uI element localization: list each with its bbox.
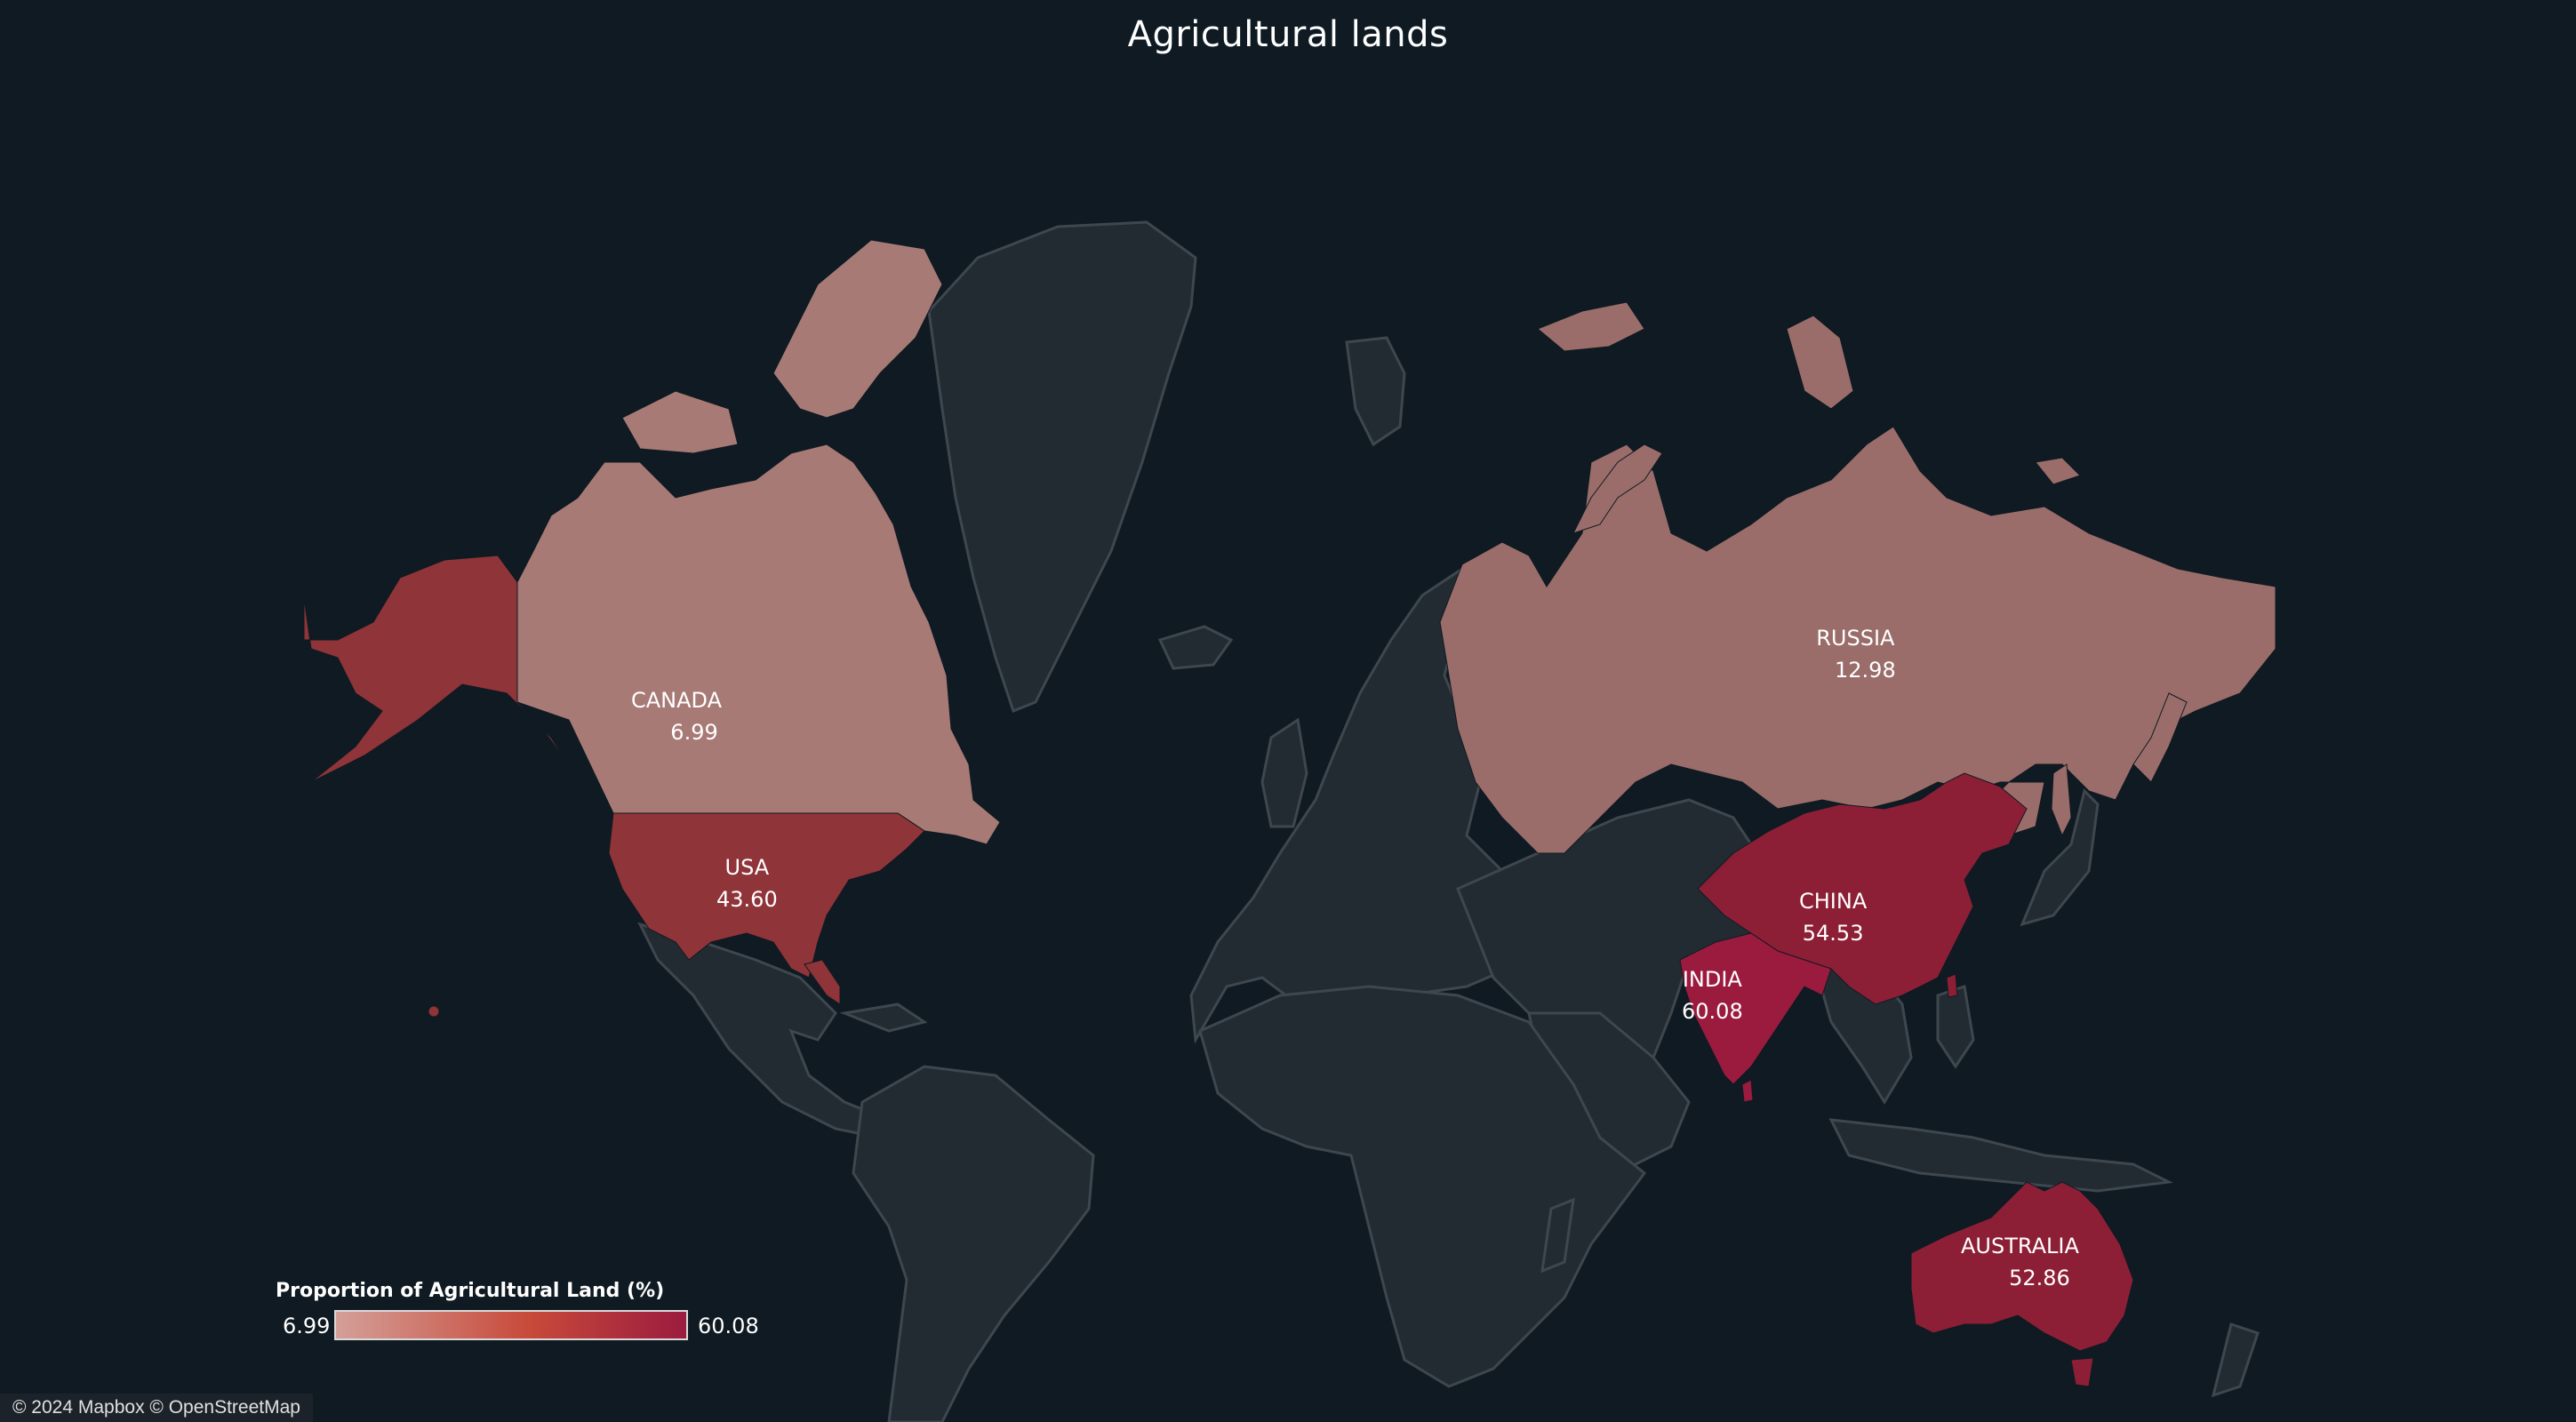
legend-max-label: 60.08 [698, 1314, 759, 1338]
country-label-india: INDIA 60.08 [1682, 963, 1743, 1027]
land-greenland [927, 220, 1197, 713]
region-australia[interactable] [1910, 1181, 2134, 1352]
legend-gradient-fill [334, 1310, 688, 1340]
region-alaska[interactable] [303, 555, 570, 783]
region-russia-siberian-islands[interactable] [2035, 457, 2081, 485]
region-russia-novaya-zemlya[interactable] [1572, 443, 1663, 534]
country-label-australia: AUSTRALIA 52.86 [1961, 1230, 2079, 1294]
country-value: 43.60 [716, 887, 778, 912]
map-title: Agricultural lands [1127, 14, 1449, 55]
country-value: 6.99 [670, 720, 718, 745]
country-name: RUSSIA [1816, 626, 1895, 651]
region-russia[interactable] [1439, 426, 2276, 854]
land-new-zealand [2211, 1322, 2260, 1398]
legend-min-label: 6.99 [283, 1314, 331, 1338]
country-label-usa: USA 43.60 [716, 851, 778, 915]
region-russia-franz-josef[interactable] [1537, 301, 1645, 352]
land-philippines [1936, 985, 1975, 1069]
region-tasmania[interactable] [2070, 1357, 2094, 1387]
country-value: 60.08 [1682, 999, 1743, 1024]
land-caribbean [839, 1003, 928, 1033]
country-value: 54.53 [1802, 921, 1864, 946]
country-value: 52.86 [2009, 1266, 2070, 1290]
region-russia-kamchatka[interactable] [2132, 692, 2188, 783]
region-florida[interactable] [804, 959, 841, 1005]
land-uk [1260, 717, 1308, 828]
land-mexico [637, 922, 892, 1139]
legend-title: Proportion of Agricultural Land (%) [276, 1280, 665, 1302]
land-svalbard [1345, 336, 1406, 447]
legend-color-scale [334, 1310, 688, 1340]
country-name: AUSTRALIA [1961, 1234, 2079, 1258]
region-taiwan[interactable] [1946, 973, 1958, 998]
country-name: USA [724, 855, 770, 880]
region-canada[interactable] [516, 443, 1001, 845]
land-europe [1189, 566, 1548, 1044]
region-india[interactable] [1679, 932, 1832, 1085]
region-russia-sakhalin[interactable] [2051, 763, 2072, 837]
region-usa[interactable] [608, 812, 925, 979]
land-madagascar [1540, 1197, 1575, 1274]
map-attribution[interactable]: © 2024 Mapbox © OpenStreetMap [0, 1394, 313, 1422]
land-japan [2020, 788, 2100, 927]
country-label-canada: CANADA 6.99 [631, 684, 722, 748]
country-value: 12.98 [1835, 658, 1896, 683]
region-russia-severnaya[interactable] [1786, 315, 1854, 410]
land-indonesia [1828, 1118, 2174, 1193]
country-name: CHINA [1799, 889, 1868, 914]
land-africa [1198, 985, 1647, 1388]
land-south-america [852, 1065, 1095, 1422]
country-name: INDIA [1682, 967, 1742, 992]
country-label-china: CHINA 54.53 [1799, 885, 1867, 949]
region-sri-lanka[interactable] [1741, 1079, 1754, 1103]
choropleth-regions[interactable] [303, 239, 2276, 1387]
country-label-russia: RUSSIA 12.98 [1815, 622, 1896, 686]
region-canada-arctic[interactable] [772, 239, 943, 419]
land-iceland [1157, 625, 1234, 670]
region-hawaii[interactable] [428, 1005, 440, 1018]
region-canada-arctic-2[interactable] [621, 390, 739, 454]
country-name: CANADA [631, 688, 723, 713]
